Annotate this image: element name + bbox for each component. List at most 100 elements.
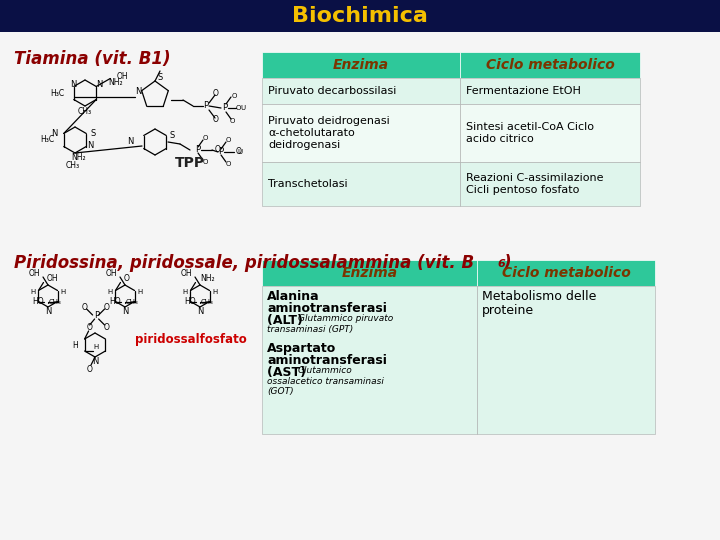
Text: O: O [202,159,207,165]
Text: •: • [198,301,202,307]
Text: Alanina: Alanina [267,290,320,303]
Text: OH: OH [105,268,117,278]
Text: N: N [52,130,58,138]
Text: P: P [195,145,201,154]
Text: Transchetolasi: Transchetolasi [268,179,348,189]
Text: H₃C: H₃C [40,136,54,145]
Text: N: N [135,86,141,96]
Text: O: O [235,105,240,111]
Text: Glutammico piruvato: Glutammico piruvato [298,314,393,323]
Text: transaminasi (GPT): transaminasi (GPT) [267,325,354,334]
Text: CH₃: CH₃ [66,160,80,170]
Text: Metabolismo delle: Metabolismo delle [482,290,596,303]
Text: N: N [127,138,134,146]
Text: ): ) [503,254,510,272]
Text: S: S [158,72,163,82]
Text: Enzima: Enzima [341,266,397,280]
Bar [0,0,720,32]
Text: O: O [86,323,93,333]
Text: CH₃: CH₃ [48,299,61,305]
Text: N: N [87,141,93,151]
Text: OH: OH [116,72,128,81]
Text: Piridossina, piridossale, piridossalammina (vit. B: Piridossina, piridossale, piridossalammi… [14,254,474,272]
Text: O: O [123,274,130,283]
Text: aminotransferasi: aminotransferasi [267,302,387,315]
Text: S: S [91,130,96,138]
Text: HO: HO [184,297,196,306]
Bar [262,52,460,78]
Bar [262,78,460,104]
Text: Tiamina (vit. B1): Tiamina (vit. B1) [14,50,171,68]
Text: O: O [236,147,242,157]
Text: Ciclo metabolico: Ciclo metabolico [485,58,614,72]
Text: H: H [212,289,217,295]
Text: H: H [72,341,78,349]
Text: •: • [123,301,127,307]
Text: H: H [30,289,35,295]
Text: Glutammico: Glutammico [298,366,353,375]
Text: Reazioni C-assimilazione
Cicli pentoso fosfato: Reazioni C-assimilazione Cicli pentoso f… [466,173,603,195]
Text: TPP: TPP [175,156,205,170]
Text: N: N [96,80,102,89]
Text: O: O [81,302,88,312]
Text: O: O [225,161,230,167]
Text: Fermentazione EtOH: Fermentazione EtOH [466,86,581,96]
Text: U: U [238,149,243,155]
Text: Piruvato decarbossilasi: Piruvato decarbossilasi [268,86,397,96]
Text: Piruvato deidrogenasi
α-chetolutarato
deidrogenasi: Piruvato deidrogenasi α-chetolutarato de… [268,116,390,151]
Text: N: N [92,357,98,367]
Text: O: O [229,118,235,124]
Text: O: O [202,135,207,141]
Text: N: N [122,307,128,316]
Text: O: O [215,145,221,154]
Bar [262,286,477,434]
Text: P: P [94,312,99,321]
Text: (AST): (AST) [267,366,310,379]
Text: HO: HO [32,297,43,306]
Text: CH₃: CH₃ [125,299,138,305]
Text: H₃C: H₃C [50,89,64,98]
Text: H: H [60,289,66,295]
Text: O: O [225,137,230,143]
Text: Enzima: Enzima [333,58,389,72]
Text: (ALT): (ALT) [267,314,307,327]
Text: N: N [197,307,203,316]
Text: S: S [169,132,175,140]
Text: U: U [240,105,246,111]
Text: N: N [71,80,77,89]
Text: H: H [182,289,188,295]
Text: piridossalfosfato: piridossalfosfato [135,334,247,347]
Text: O: O [87,364,93,374]
Text: P: P [222,104,228,112]
Text: P: P [204,102,209,111]
Bar [460,78,640,104]
Text: O: O [213,89,219,98]
Text: NH₂: NH₂ [72,153,86,163]
Text: O: O [104,322,109,332]
Text: OH: OH [181,268,192,278]
Text: CH₃: CH₃ [78,107,92,117]
Text: 6: 6 [497,259,505,269]
Bar [460,104,640,162]
Bar [262,162,460,206]
Text: OH: OH [47,274,58,283]
Bar [262,104,460,162]
Text: proteine: proteine [482,304,534,317]
Text: Biochimica: Biochimica [292,6,428,26]
Text: O: O [231,93,237,99]
Text: H: H [138,289,143,295]
Text: •: • [46,301,50,307]
Bar [262,260,477,286]
Bar [477,260,655,286]
Bar [477,286,655,434]
Text: Aspartato: Aspartato [267,342,336,355]
Text: Sintesi acetil-CoA Ciclo
acido citrico: Sintesi acetil-CoA Ciclo acido citrico [466,122,594,144]
Text: H: H [93,344,98,350]
Text: H: H [107,289,112,295]
Text: P: P [218,147,224,157]
Text: NH₂: NH₂ [108,78,123,87]
Text: NH₂: NH₂ [200,274,215,283]
Text: CH₃: CH₃ [200,299,213,305]
Text: ossalacetico transaminasi: ossalacetico transaminasi [267,377,384,386]
Text: Ciclo metabolico: Ciclo metabolico [502,266,631,280]
